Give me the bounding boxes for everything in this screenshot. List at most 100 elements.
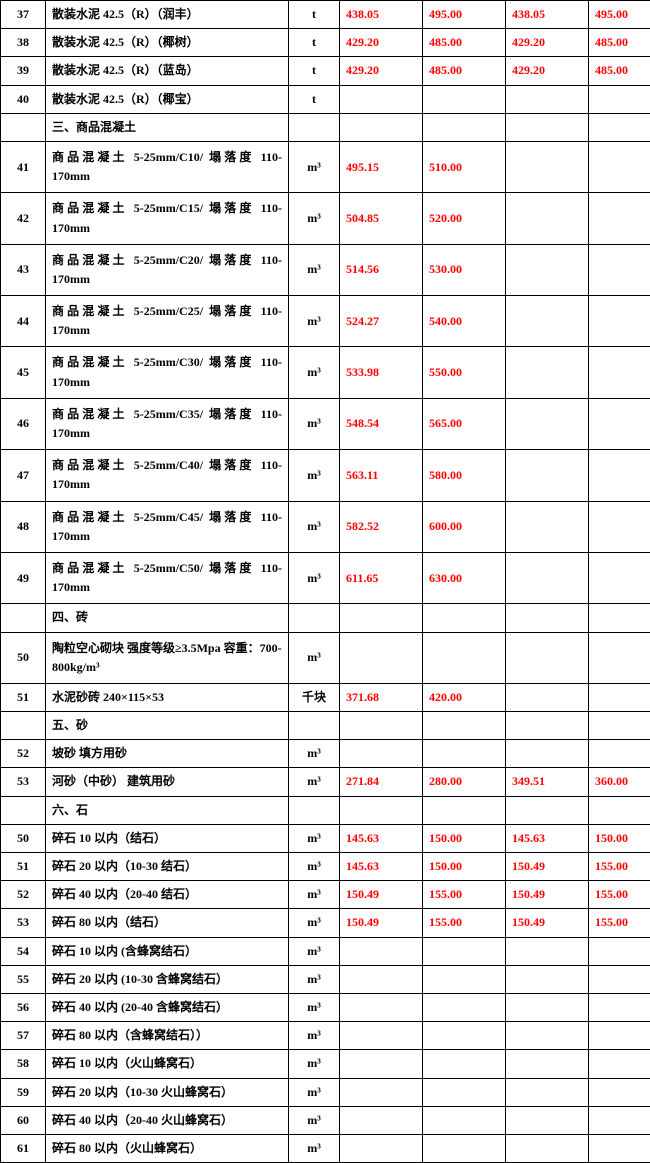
cell-v1: 563.11: [340, 450, 423, 501]
cell-id: 51: [1, 683, 46, 711]
cell-id: 44: [1, 296, 46, 347]
table-row: 57碎石 80 以内（含蜂窝结石））m³: [1, 1022, 650, 1050]
cell-name: 碎石 40 以内（20-40 结石）: [46, 881, 289, 909]
cell-v4: [589, 552, 650, 603]
table-row: 50陶粒空心砌块 强度等级≥3.5Mpa 容重：700-800kg/m³m³: [1, 632, 650, 683]
cell-id: 58: [1, 1050, 46, 1078]
cell-v2: [423, 113, 506, 141]
cell-id: 53: [1, 909, 46, 937]
cell-v3: [506, 450, 589, 501]
table-row: 58碎石 10 以内（火山蜂窝石）m³: [1, 1050, 650, 1078]
cell-v4: [589, 740, 650, 768]
cell-v2: 600.00: [423, 501, 506, 552]
cell-name: 商品混凝土 5-25mm/C15/ 塌落度 110-170mm: [46, 193, 289, 244]
cell-name: 碎石 10 以内 (含蜂窝结石）: [46, 937, 289, 965]
cell-id: 53: [1, 768, 46, 796]
cell-v1: 429.20: [340, 29, 423, 57]
cell-unit: [289, 796, 340, 824]
cell-v3: 349.51: [506, 768, 589, 796]
cell-unit: m³: [289, 398, 340, 449]
cell-v4: [589, 141, 650, 192]
cell-unit: t: [289, 29, 340, 57]
cell-v1: 582.52: [340, 501, 423, 552]
cell-name: 六、石: [46, 796, 289, 824]
cell-unit: [289, 604, 340, 632]
cell-unit: m³: [289, 881, 340, 909]
cell-v3: [506, 1134, 589, 1162]
cell-v1: [340, 740, 423, 768]
cell-v4: [589, 296, 650, 347]
table-row: 六、石: [1, 796, 650, 824]
cell-unit: m³: [289, 1134, 340, 1162]
cell-unit: m³: [289, 552, 340, 603]
cell-v4: [589, 1106, 650, 1134]
cell-name: 商品混凝土 5-25mm/C50/ 塌落度 110-170mm: [46, 552, 289, 603]
cell-name: 碎石 10 以内（火山蜂窝石）: [46, 1050, 289, 1078]
cell-name: 碎石 80 以内（含蜂窝结石））: [46, 1022, 289, 1050]
cell-id: 39: [1, 57, 46, 85]
cell-id: 48: [1, 501, 46, 552]
cell-name: 碎石 80 以内（结石）: [46, 909, 289, 937]
cell-v4: 360.00: [589, 768, 650, 796]
cell-name: 五、砂: [46, 712, 289, 740]
cell-v4: 155.00: [589, 881, 650, 909]
table-row: 51水泥砂砖 240×115×53千块371.68420.00: [1, 683, 650, 711]
cell-unit: m³: [289, 501, 340, 552]
cell-v4: 150.00: [589, 824, 650, 852]
cell-v1: 371.68: [340, 683, 423, 711]
cell-v3: [506, 1106, 589, 1134]
cell-v1: [340, 85, 423, 113]
cell-v1: [340, 632, 423, 683]
cell-v3: [506, 965, 589, 993]
cell-id: 57: [1, 1022, 46, 1050]
table-row: 45商品混凝土 5-25mm/C30/ 塌落度 110-170mmm³533.9…: [1, 347, 650, 398]
cell-v4: [589, 1134, 650, 1162]
cell-unit: m³: [289, 193, 340, 244]
cell-v4: [589, 937, 650, 965]
cell-v3: 150.49: [506, 909, 589, 937]
table-row: 41商品混凝土 5-25mm/C10/ 塌落度 110-170mmm³495.1…: [1, 141, 650, 192]
cell-id: 40: [1, 85, 46, 113]
cell-unit: m³: [289, 909, 340, 937]
cell-v2: 580.00: [423, 450, 506, 501]
cell-v4: 155.00: [589, 853, 650, 881]
cell-v4: [589, 347, 650, 398]
cell-v2: 520.00: [423, 193, 506, 244]
cell-v1: 504.85: [340, 193, 423, 244]
table-row: 52碎石 40 以内（20-40 结石）m³150.49155.00150.49…: [1, 881, 650, 909]
table-row: 51碎石 20 以内（10-30 结石）m³145.63150.00150.49…: [1, 853, 650, 881]
cell-unit: t: [289, 85, 340, 113]
table-row: 39散装水泥 42.5（R）（蓝岛）t429.20485.00429.20485…: [1, 57, 650, 85]
cell-name: 商品混凝土 5-25mm/C10/ 塌落度 110-170mm: [46, 141, 289, 192]
cell-id: 50: [1, 824, 46, 852]
cell-v3: [506, 1050, 589, 1078]
cell-unit: m³: [289, 450, 340, 501]
cell-v3: [506, 1022, 589, 1050]
cell-id: 45: [1, 347, 46, 398]
cell-id: 43: [1, 244, 46, 295]
cell-unit: m³: [289, 1106, 340, 1134]
cell-v3: [506, 347, 589, 398]
cell-v3: [506, 740, 589, 768]
cell-name: 碎石 20 以内（10-30 火山蜂窝石）: [46, 1078, 289, 1106]
table-row: 三、商品混凝土: [1, 113, 650, 141]
cell-v1: 438.05: [340, 1, 423, 29]
cell-v2: 280.00: [423, 768, 506, 796]
cell-name: 散装水泥 42.5（R）（椰宝）: [46, 85, 289, 113]
cell-v4: [589, 1050, 650, 1078]
cell-name: 散装水泥 42.5（R）（润丰）: [46, 1, 289, 29]
cell-v1: 145.63: [340, 824, 423, 852]
cell-v3: [506, 604, 589, 632]
cell-v4: [589, 796, 650, 824]
cell-v3: [506, 552, 589, 603]
cell-v4: [589, 965, 650, 993]
cell-unit: m³: [289, 768, 340, 796]
cell-v2: 565.00: [423, 398, 506, 449]
cell-id: 52: [1, 740, 46, 768]
cell-v3: [506, 113, 589, 141]
cell-v3: [506, 296, 589, 347]
cell-name: 商品混凝土 5-25mm/C45/ 塌落度 110-170mm: [46, 501, 289, 552]
cell-v2: 630.00: [423, 552, 506, 603]
cell-v3: [506, 632, 589, 683]
cell-unit: m³: [289, 141, 340, 192]
